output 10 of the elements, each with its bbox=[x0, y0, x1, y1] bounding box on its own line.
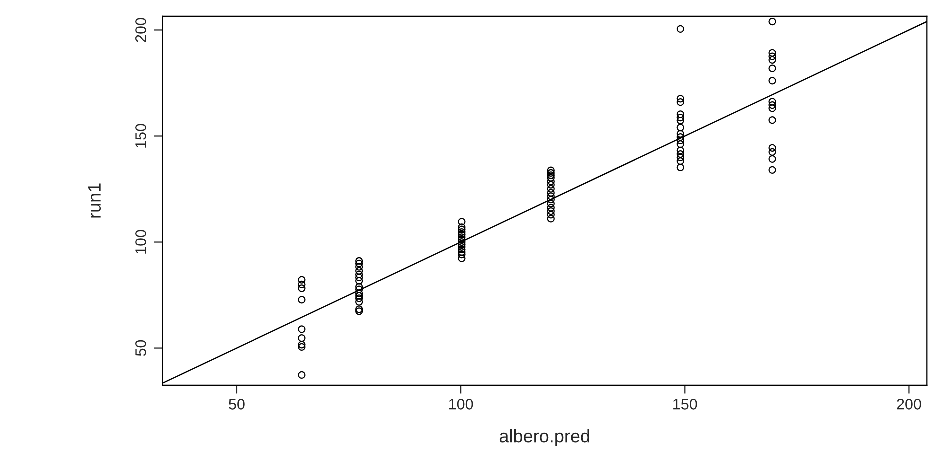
y-tick-label: 150 bbox=[136, 124, 146, 148]
y-axis-title: run1 bbox=[88, 184, 102, 218]
x-tick-label: 50 bbox=[229, 399, 245, 410]
x-tick-label: 100 bbox=[449, 399, 474, 410]
x-tick-label: 150 bbox=[674, 399, 698, 410]
y-tick-label: 200 bbox=[136, 18, 146, 42]
x-axis-title: albero.pred bbox=[500, 430, 590, 446]
y-tick-label: 100 bbox=[136, 230, 146, 254]
y-tick-label: 50 bbox=[136, 340, 146, 356]
x-tick-label: 200 bbox=[897, 399, 922, 410]
